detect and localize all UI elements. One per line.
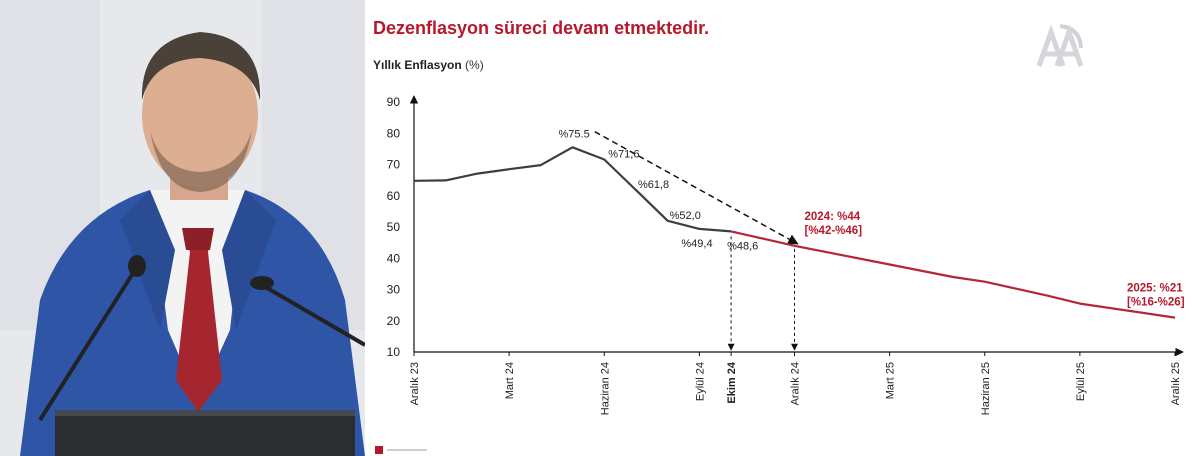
x-tick-label: Eylül 25 bbox=[1075, 362, 1087, 401]
forecast-annotation-line: 2025: %21 bbox=[1127, 283, 1183, 295]
y-tick-label: 90 bbox=[387, 95, 401, 109]
y-tick-label: 20 bbox=[387, 314, 401, 328]
slide: Dezenflasyon süreci devam etmektedir. Yı… bbox=[365, 0, 1200, 456]
trend-arrow bbox=[594, 131, 799, 245]
forecast-annotation-line: [%42-%46] bbox=[805, 225, 863, 237]
speaker-photo bbox=[0, 0, 365, 456]
y-axis-title-text: Yıllık Enflasyon bbox=[373, 58, 462, 72]
point-label: %49,4 bbox=[681, 238, 712, 250]
inflation-chart: 10 20 30 40 50 60 70 80 90 Aralık 23 Mart 24 Hazir… bbox=[387, 95, 1185, 415]
chart-axes bbox=[409, 95, 1184, 357]
y-axis-unit: (%) bbox=[465, 58, 484, 72]
series-lines bbox=[413, 146, 1176, 319]
x-tick-label: Ekim 24 bbox=[726, 361, 738, 403]
forecast-annotations: 2024: %44 [%42-%46] 2025: %21 [%16-%26] bbox=[805, 211, 1185, 309]
x-tick-label: Haziran 25 bbox=[980, 362, 992, 415]
y-ticks: 10 20 30 40 50 60 70 80 90 bbox=[387, 95, 401, 359]
x-tick-label: Mart 24 bbox=[504, 362, 516, 399]
projection-series-line bbox=[730, 230, 1176, 319]
actual-series-line bbox=[413, 146, 732, 233]
x-tick-label: Eylül 24 bbox=[694, 362, 706, 401]
y-tick-label: 60 bbox=[387, 189, 401, 203]
point-label: %52,0 bbox=[670, 210, 701, 222]
trend-arrow-line bbox=[594, 131, 799, 245]
forecast-annotation-line: 2024: %44 bbox=[805, 211, 861, 223]
y-tick-label: 30 bbox=[387, 283, 401, 297]
point-labels: %75.5 %71,6 %61,8 %52,0 %49,4 %48,6 bbox=[559, 128, 759, 252]
x-tick-label: Haziran 24 bbox=[599, 362, 611, 415]
y-tick-label: 40 bbox=[387, 251, 401, 265]
point-label: %61,8 bbox=[638, 179, 669, 191]
x-tick-label: Aralık 24 bbox=[790, 362, 802, 405]
x-ticks: Aralık 23 Mart 24 Haziran 24 Eylül 24 Ekim 2… bbox=[409, 352, 1182, 415]
watermark-logo bbox=[1036, 24, 1084, 67]
forecast-annotation-line: [%16-%26] bbox=[1127, 297, 1185, 309]
point-label: %48,6 bbox=[727, 240, 758, 252]
x-tick-label: Aralık 23 bbox=[409, 362, 421, 405]
y-tick-label: 50 bbox=[387, 220, 401, 234]
footer-logo bbox=[375, 446, 427, 454]
point-label: %71,6 bbox=[608, 149, 639, 161]
y-tick-label: 70 bbox=[387, 158, 401, 172]
point-label: %75.5 bbox=[559, 128, 590, 140]
vertical-markers bbox=[727, 236, 798, 351]
y-axis-title: Yıllık Enflasyon (%) bbox=[373, 58, 484, 72]
slide-title: Dezenflasyon süreci devam etmektedir. bbox=[373, 18, 710, 38]
y-tick-label: 80 bbox=[387, 126, 401, 140]
y-tick-label: 10 bbox=[387, 345, 401, 359]
x-tick-label: Aralık 25 bbox=[1170, 362, 1182, 405]
speaker-illustration bbox=[0, 0, 365, 456]
x-tick-label: Mart 25 bbox=[885, 362, 897, 399]
